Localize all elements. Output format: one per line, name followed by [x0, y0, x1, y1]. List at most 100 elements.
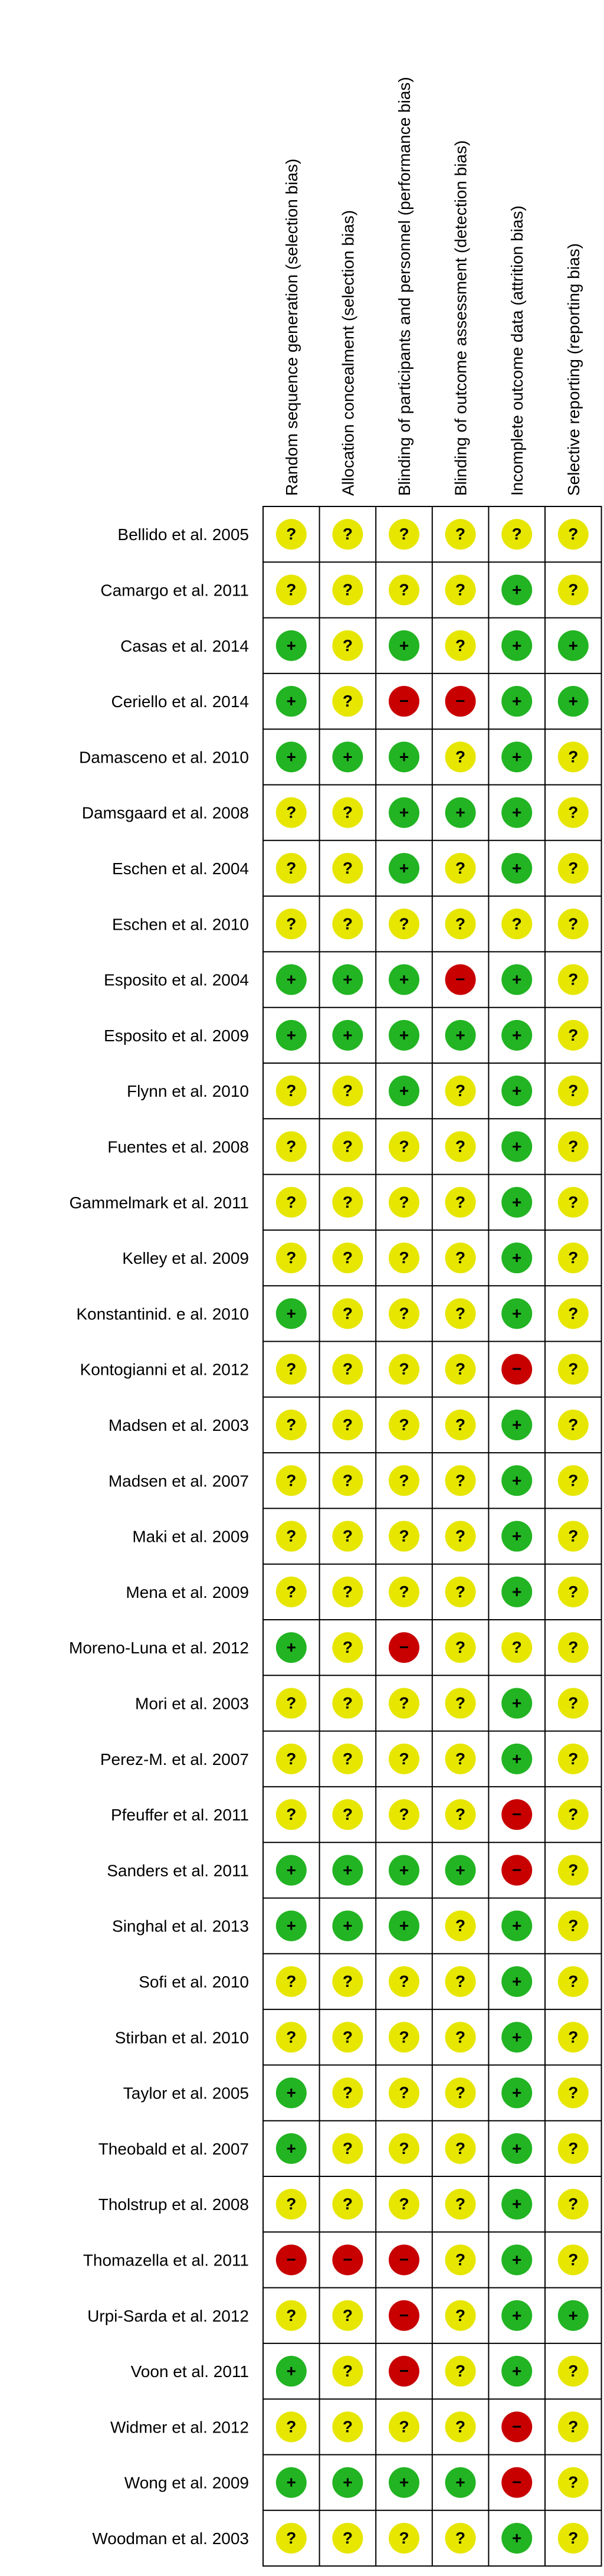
judgement-circle [501, 1743, 533, 1774]
judgement-unclear: ? [275, 574, 307, 606]
judgement-circle [445, 1409, 476, 1440]
judgement-circle [332, 1521, 363, 1552]
judgement-unclear: ? [445, 1688, 476, 1719]
column-header: Selective reporting (reporting bias) [564, 243, 583, 496]
judgement-circle [389, 1298, 419, 1329]
judgement-symbol: + [512, 1750, 521, 1768]
judgement-unclear: ? [445, 519, 476, 550]
judgement-circle [557, 1409, 589, 1440]
judgement-symbol: + [569, 2306, 578, 2325]
judgement-unclear: ? [389, 1521, 419, 1552]
judgement-circle [275, 964, 307, 995]
judgement-circle [389, 1131, 419, 1162]
judgement-symbol: ? [455, 747, 465, 766]
judgement-circle [332, 2244, 363, 2276]
judgement-circle [557, 2411, 589, 2443]
judgement-symbol: + [287, 1861, 296, 1879]
judgement-circle [501, 1409, 533, 1440]
judgement-symbol: ? [399, 2139, 409, 2157]
judgement-symbol: ? [568, 2028, 578, 2046]
judgement-low: + [557, 630, 589, 661]
judgement-circle [501, 1910, 533, 1941]
judgement-circle [445, 1075, 476, 1107]
column-headers: Random sequence generation (selection bi… [283, 77, 583, 496]
judgement-circle [389, 1186, 419, 1218]
judgement-high: − [445, 964, 476, 995]
judgement-circle [501, 1354, 533, 1385]
judgement-low: + [275, 630, 307, 661]
judgement-symbol: ? [343, 914, 353, 933]
judgement-circle [389, 1966, 419, 1997]
judgement-circle [557, 686, 589, 717]
judgement-unclear: ? [332, 1243, 363, 1274]
judgement-unclear: ? [332, 2133, 363, 2164]
judgement-circle [557, 574, 589, 606]
judgement-circle [332, 1075, 363, 1107]
judgement-circle [445, 852, 476, 884]
study-row: Perez-M. et al. 2007???? +? [100, 1743, 589, 1774]
judgement-symbol: ? [455, 1917, 465, 1935]
judgement-circle [445, 1910, 476, 1941]
judgement-circle [275, 1576, 307, 1607]
judgement-symbol: + [399, 747, 409, 766]
study-row: Mena et al. 2009???? +? [126, 1576, 589, 1607]
judgement-symbol: ? [343, 2084, 353, 2102]
judgement-unclear: ? [332, 1576, 363, 1607]
judgement-symbol: − [399, 2362, 409, 2380]
judgement-circle [557, 1131, 589, 1162]
study-row: Flynn et al. 2010?? +? +? [127, 1075, 589, 1107]
study-row: Damasceno et al. 2010 + + +? +? [79, 741, 589, 773]
judgement-unclear: ? [557, 1131, 589, 1162]
judgement-circle [445, 1186, 476, 1218]
judgement-unclear: ? [275, 852, 307, 884]
judgement-unclear: ? [332, 1688, 363, 1719]
judgement-circle [557, 1075, 589, 1107]
judgement-symbol: + [512, 1248, 521, 1267]
judgement-symbol: ? [343, 636, 353, 655]
judgement-symbol: ? [399, 1193, 409, 1211]
judgement-symbol: + [287, 2362, 296, 2380]
judgement-symbol: + [512, 1972, 521, 1990]
judgement-symbol: ? [343, 1248, 353, 1267]
judgement-unclear: ? [389, 2133, 419, 2164]
judgement-symbol: ? [568, 1638, 578, 1656]
judgement-symbol: ? [286, 1805, 296, 1823]
judgement-low: + [332, 2467, 363, 2498]
judgement-circle [501, 1632, 533, 1663]
judgement-symbol: ? [399, 2529, 409, 2547]
judgement-symbol: ? [343, 803, 353, 822]
judgement-circle [389, 852, 419, 884]
judgement-circle [445, 2133, 476, 2164]
judgement-circle [332, 2022, 363, 2053]
judgement-circle [275, 741, 307, 773]
judgement-unclear: ? [332, 908, 363, 940]
column-header: Incomplete outcome data (attrition bias) [508, 205, 526, 496]
judgement-symbol: − [287, 2250, 296, 2268]
column-header: Allocation concealment (selection bias) [339, 210, 357, 496]
judgement-low: + [501, 2022, 533, 2053]
judgement-symbol: ? [455, 2306, 465, 2325]
judgement-unclear: ? [275, 1131, 307, 1162]
study-label: Stirban et al. 2010 [115, 2028, 249, 2047]
judgement-low: + [501, 1243, 533, 1274]
judgement-circle [557, 1354, 589, 1385]
judgement-circle [445, 1799, 476, 1830]
judgement-unclear: ? [332, 2522, 363, 2554]
judgement-symbol: ? [399, 2195, 409, 2213]
judgement-unclear: ? [557, 1019, 589, 1051]
judgement-circle [389, 2300, 419, 2331]
judgement-circle [501, 2522, 533, 2554]
judgement-circle [501, 741, 533, 773]
judgement-unclear: ? [275, 1409, 307, 1440]
judgement-unclear: ? [557, 519, 589, 550]
judgement-unclear: ? [445, 1075, 476, 1107]
judgement-symbol: ? [455, 1304, 465, 1322]
judgement-low: + [275, 741, 307, 773]
judgement-low: + [332, 741, 363, 773]
judgement-circle [445, 630, 476, 661]
judgement-circle [389, 2522, 419, 2554]
judgement-circle [557, 1465, 589, 1496]
judgement-symbol: + [512, 2084, 521, 2102]
judgement-unclear: ? [557, 2467, 589, 2498]
judgement-unclear: ? [332, 1075, 363, 1107]
